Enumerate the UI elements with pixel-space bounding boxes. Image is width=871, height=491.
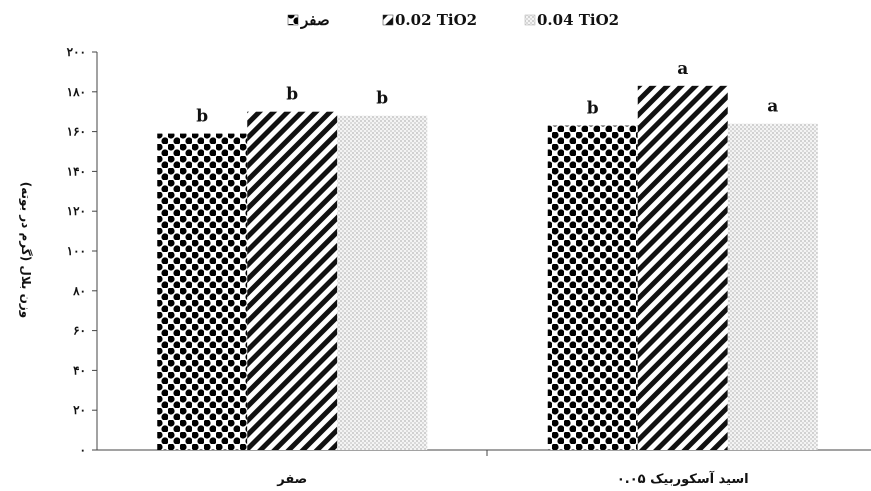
y-tick-label: ۴۰ xyxy=(73,363,86,377)
bar-series-3-category-2 xyxy=(727,123,818,450)
y-tick-label: ۱۰۰ xyxy=(67,244,86,258)
y-tick-label: ۰ xyxy=(80,443,86,457)
bar-data-label: a xyxy=(767,97,778,117)
legend-swatch-series-3 xyxy=(524,14,536,26)
bar-series-2-category-2 xyxy=(637,85,728,450)
bar-series-1-category-2 xyxy=(547,125,638,450)
legend-item-series-2: 0.02 TiO2 xyxy=(382,11,477,29)
category-label: صفر xyxy=(276,472,307,487)
bar-data-label: b xyxy=(196,107,208,127)
bar-series-1-category-1 xyxy=(157,133,248,450)
bar-series-3-category-1 xyxy=(337,115,428,451)
y-tick-label: ۱۶۰ xyxy=(67,125,86,139)
legend-swatch-series-2 xyxy=(382,14,394,26)
legend-item-series-3: 0.04 TiO2 xyxy=(524,11,619,29)
legend-item-series-1: صفر xyxy=(287,11,330,29)
legend-label-series-3: 0.04 TiO2 xyxy=(537,11,619,29)
y-tick-label: ۶۰ xyxy=(73,324,86,338)
legend: صفر 0.02 TiO2 0.04 TiO2 xyxy=(287,11,619,29)
legend-label-series-2: 0.02 TiO2 xyxy=(395,11,477,29)
category-label: ۰.۰۵ اسید آسکوربیک xyxy=(617,470,749,487)
y-tick-label: ۲۰ xyxy=(73,403,86,417)
bars xyxy=(157,85,818,451)
y-axis-ticks: ۰ ۲۰ ۴۰ ۶۰ ۸۰ ۱۰۰ ۱۲۰ ۱۴۰ ۱۶۰ ۱۸۰ ۲۰۰ xyxy=(67,45,97,457)
bar-series-2-category-1 xyxy=(247,111,338,450)
bar-data-label: b xyxy=(587,99,599,119)
category-labels: صفر ۰.۰۵ اسید آسکوربیک xyxy=(276,470,748,487)
y-tick-label: ۱۴۰ xyxy=(67,164,86,178)
legend-label-series-1: صفر xyxy=(300,11,330,29)
legend-swatch-series-1 xyxy=(287,14,299,26)
y-tick-label: ۱۲۰ xyxy=(67,204,86,218)
y-tick-label: ۱۸۰ xyxy=(67,85,86,99)
bar-data-label: a xyxy=(677,59,688,79)
y-axis-title: وزن بلال (گرم در بوته) xyxy=(18,182,33,318)
bar-data-labels: b b b b a a xyxy=(196,59,778,127)
y-tick-label: ۸۰ xyxy=(72,284,86,298)
bar-data-label: b xyxy=(376,89,388,109)
bar-data-label: b xyxy=(286,85,298,105)
y-tick-label: ۲۰۰ xyxy=(67,45,86,59)
